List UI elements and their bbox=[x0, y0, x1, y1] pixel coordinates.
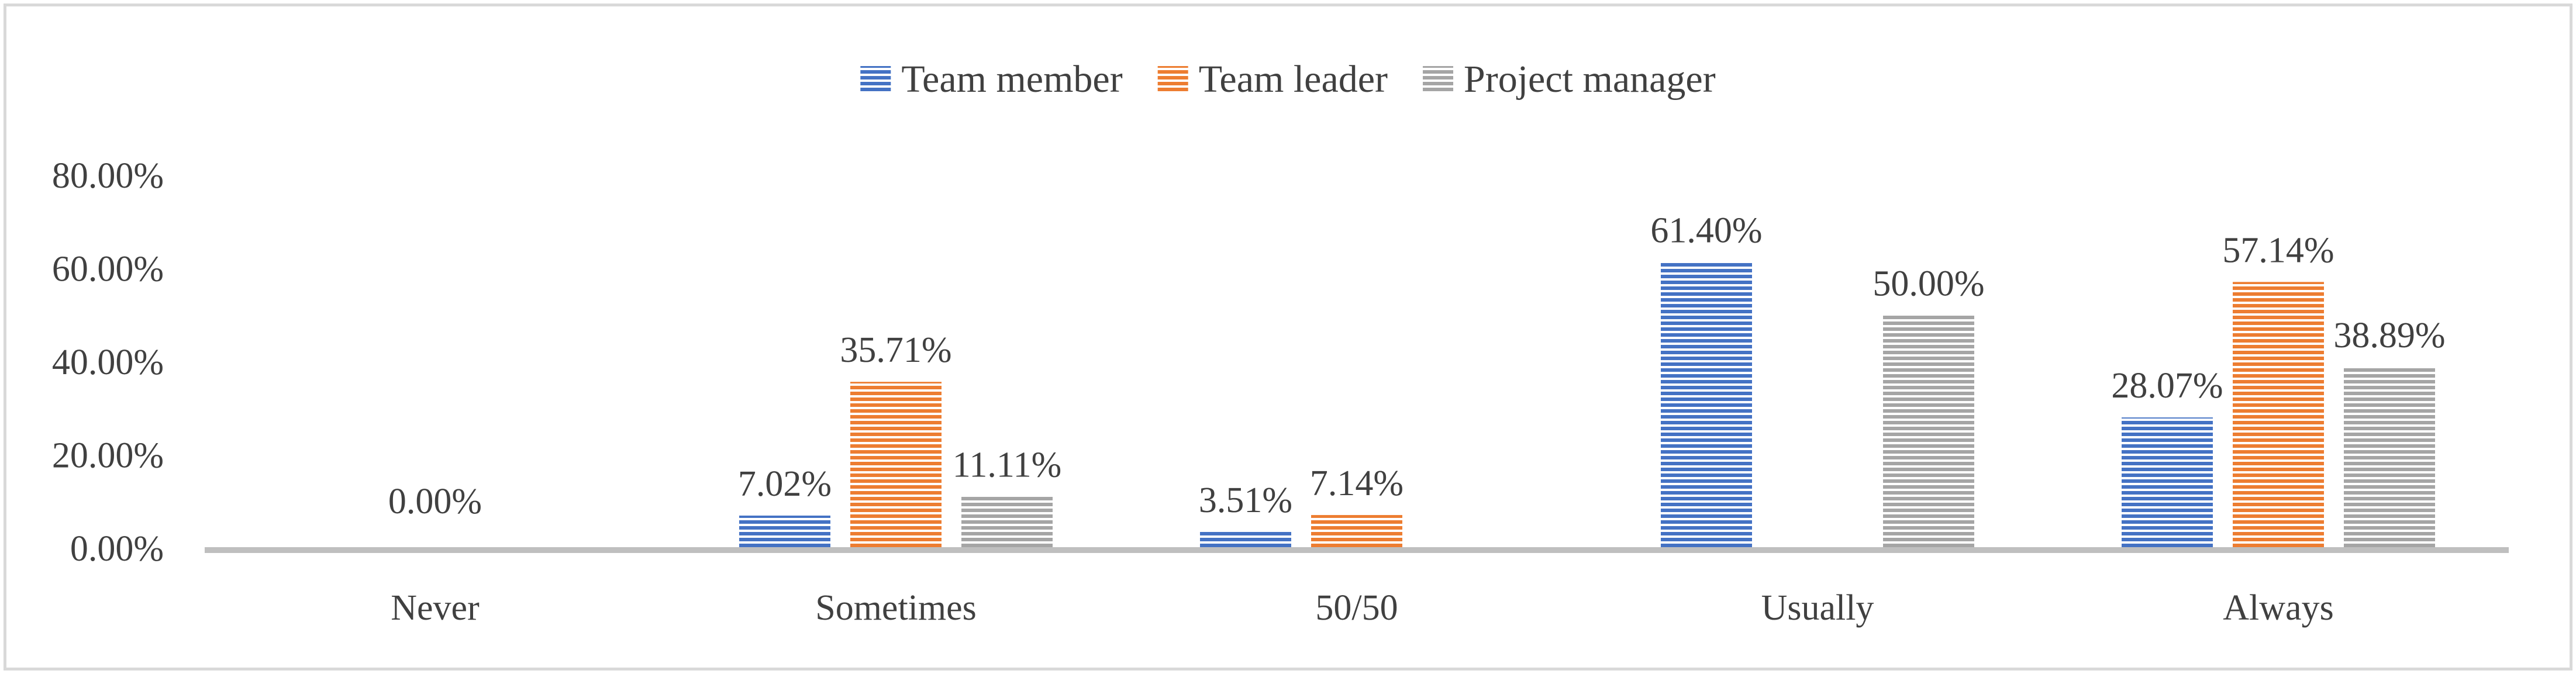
data-label-team-member-50-50: 3.51% bbox=[1199, 481, 1292, 520]
bar-project-manager-usually bbox=[1883, 315, 1974, 548]
bar-team-member-50-50 bbox=[1200, 532, 1291, 548]
bars bbox=[739, 262, 2435, 548]
x-tick-label-never: Never bbox=[391, 588, 480, 628]
x-tick-label-50-50: 50/50 bbox=[1315, 588, 1398, 628]
data-label-team-member-sometimes: 7.02% bbox=[738, 464, 832, 504]
data-label-project-manager-usually: 50.00% bbox=[1872, 264, 1984, 303]
y-tick-label: 0.00% bbox=[70, 529, 164, 569]
y-axis: 0.00% 20.00% 40.00% 60.00% 80.00% bbox=[52, 156, 164, 569]
legend-swatch-project-manager bbox=[1423, 66, 1454, 92]
legend-label-team-leader: Team leader bbox=[1199, 58, 1388, 101]
data-label-team-member-always: 28.07% bbox=[2111, 366, 2223, 406]
bar-team-member-sometimes bbox=[739, 516, 830, 548]
x-tick-label-usually: Usually bbox=[1761, 588, 1874, 628]
y-tick-label: 40.00% bbox=[52, 343, 164, 382]
bar-team-leader-50-50 bbox=[1311, 515, 1402, 548]
bar-project-manager-sometimes bbox=[961, 496, 1053, 548]
bar-project-manager-always bbox=[2344, 367, 2435, 548]
data-label-never: 0.00% bbox=[388, 482, 482, 521]
data-label-team-leader-always: 57.14% bbox=[2222, 230, 2334, 270]
data-label-project-manager-sometimes: 11.11% bbox=[953, 445, 1062, 485]
legend-label-team-member: Team member bbox=[901, 58, 1122, 101]
bar-team-leader-sometimes bbox=[850, 382, 942, 548]
x-tick-label-always: Always bbox=[2223, 588, 2333, 628]
data-label-project-manager-always: 38.89% bbox=[2333, 316, 2445, 355]
x-tick-label-sometimes: Sometimes bbox=[815, 588, 977, 628]
legend-item-team-member: Team member bbox=[860, 58, 1123, 101]
data-label-team-leader-50-50: 7.14% bbox=[1310, 464, 1403, 503]
x-axis: Never Sometimes 50/50 Usually Always bbox=[205, 547, 2509, 628]
bar-team-member-usually bbox=[1661, 262, 1752, 548]
y-tick-label: 60.00% bbox=[52, 250, 164, 289]
data-label-team-member-usually: 61.40% bbox=[1650, 210, 1762, 250]
bar-team-leader-always bbox=[2233, 282, 2324, 548]
legend-item-project-manager: Project manager bbox=[1423, 58, 1716, 101]
legend: Team member Team leader Project manager bbox=[860, 58, 1716, 101]
legend-label-project-manager: Project manager bbox=[1464, 58, 1716, 101]
legend-swatch-team-member bbox=[860, 66, 891, 92]
data-labels: 7.02% 35.71% 11.11% 3.51% 7.14% 61.40% 50.00% 2… bbox=[388, 210, 2446, 521]
y-tick-label: 20.00% bbox=[52, 436, 164, 476]
data-label-team-leader-sometimes: 35.71% bbox=[840, 330, 951, 370]
bar-team-member-always bbox=[2122, 417, 2213, 548]
legend-swatch-team-leader bbox=[1157, 66, 1188, 92]
chart-frame bbox=[4, 4, 2572, 670]
y-tick-label: 80.00% bbox=[52, 156, 164, 196]
legend-item-team-leader: Team leader bbox=[1157, 58, 1388, 101]
